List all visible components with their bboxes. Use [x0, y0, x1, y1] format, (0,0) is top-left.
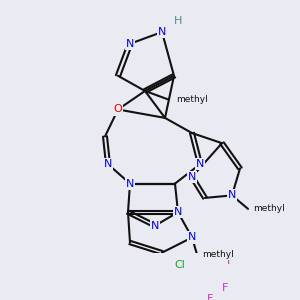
Text: N: N [126, 178, 134, 189]
Text: F: F [222, 283, 228, 293]
Text: N: N [196, 159, 204, 169]
Text: N: N [174, 207, 182, 217]
Text: methyl: methyl [253, 204, 285, 213]
Text: O: O [114, 104, 122, 115]
Text: F: F [227, 256, 233, 266]
Text: Cl: Cl [175, 260, 185, 270]
Text: N: N [188, 172, 196, 182]
Text: F: F [207, 294, 213, 300]
Text: methyl: methyl [176, 95, 208, 104]
Text: H: H [174, 16, 182, 26]
Text: N: N [126, 39, 134, 49]
Text: N: N [104, 159, 112, 169]
Text: N: N [228, 190, 236, 200]
Text: methyl: methyl [202, 250, 234, 259]
Text: N: N [158, 27, 166, 37]
Text: N: N [151, 221, 159, 231]
Text: N: N [174, 207, 182, 217]
Text: N: N [188, 232, 196, 242]
